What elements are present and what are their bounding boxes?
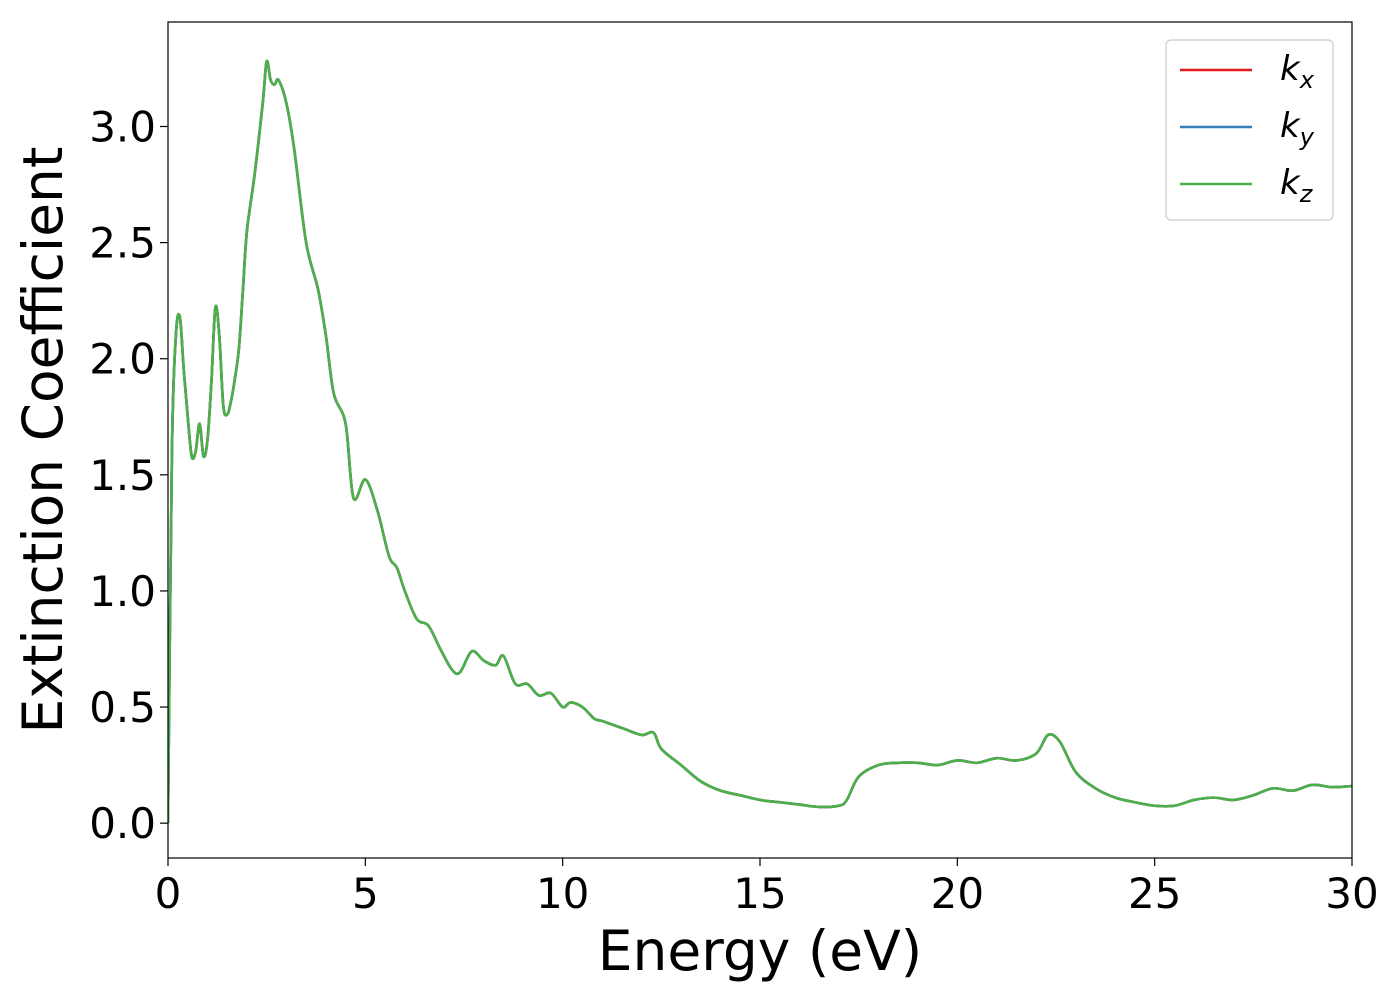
x-tick-label: 10 <box>536 869 589 918</box>
y-tick-label: 2.5 <box>89 219 156 268</box>
y-tick-label: 3.0 <box>89 103 156 152</box>
y-tick-label: 2.0 <box>89 335 156 384</box>
x-axis: 0 5 10 15 20 25 30 <box>155 858 1379 918</box>
y-axis: 0.0 0.5 1.0 1.5 2.0 2.5 3.0 <box>89 103 168 848</box>
x-tick-label: 15 <box>733 869 786 918</box>
x-tick-label: 0 <box>155 869 182 918</box>
x-tick-label: 5 <box>352 869 379 918</box>
x-tick-label: 25 <box>1128 869 1181 918</box>
legend-label-kz: kz <box>1280 163 1314 208</box>
y-tick-label: 0.5 <box>89 683 156 732</box>
legend-label-ky: ky <box>1280 106 1315 151</box>
y-tick-label: 1.5 <box>89 451 156 500</box>
y-axis-label: Extinction Coefficient <box>11 147 75 734</box>
x-tick-label: 20 <box>931 869 984 918</box>
series-line-kz <box>168 59 1352 824</box>
legend-box <box>1165 39 1334 221</box>
y-tick-label: 1.0 <box>89 567 156 616</box>
legend: kx ky kz <box>1165 39 1334 221</box>
series-layer <box>168 59 1352 824</box>
y-tick-label: 0.0 <box>89 799 156 848</box>
x-tick-label: 30 <box>1325 869 1378 918</box>
legend-label-kx: kx <box>1280 49 1315 94</box>
x-axis-label: Energy (eV) <box>598 919 922 983</box>
